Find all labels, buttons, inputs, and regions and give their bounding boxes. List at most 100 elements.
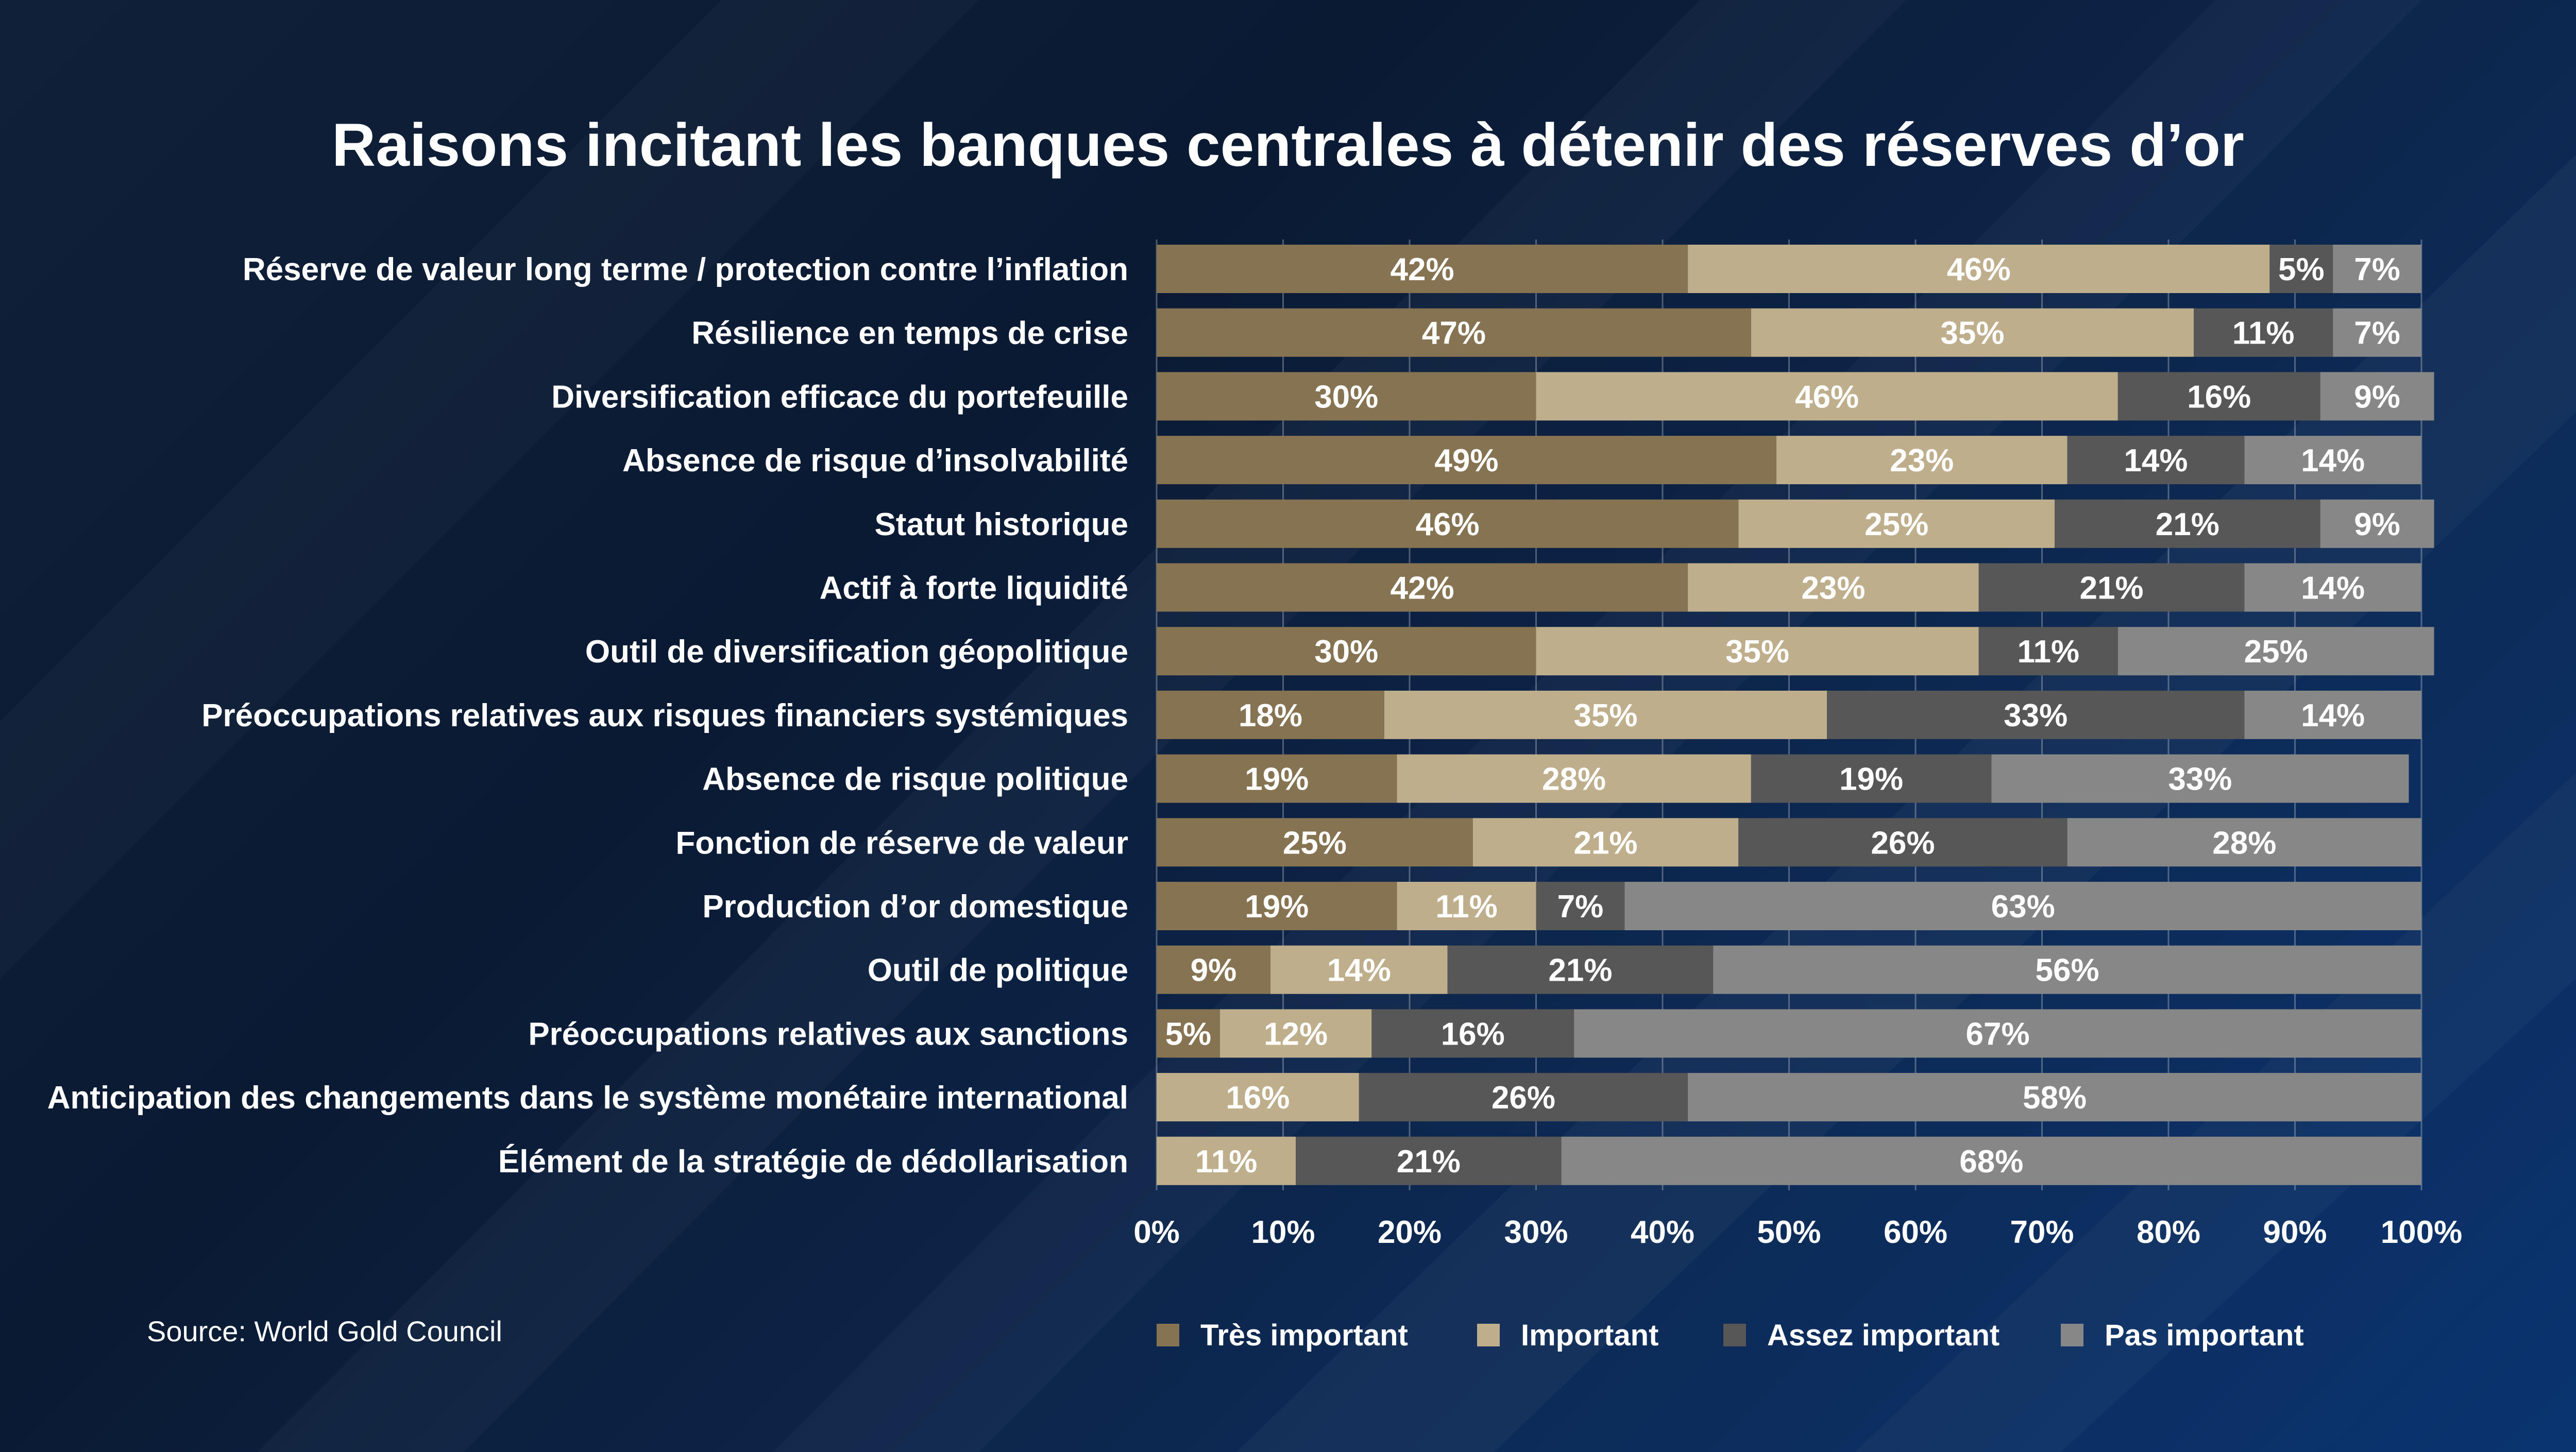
category-label: Préoccupations relatives aux risques fin… [201,698,1128,733]
data-label: 56% [2036,953,2099,988]
bar-segment [1472,818,1739,867]
legend-label: Important [1521,1319,1658,1352]
category-label: Outil de politique [868,953,1128,988]
data-label: 21% [2079,571,2143,606]
data-label: 49% [1434,443,1498,479]
data-label: 11% [1435,889,1498,925]
data-label: 14% [1327,953,1391,988]
bar-segment [1384,690,1827,739]
legend-swatch [1157,1324,1179,1346]
data-label: 21% [1573,825,1637,861]
data-label: 46% [1795,379,1859,415]
bar-segment [2055,499,2320,548]
data-label: 14% [2301,443,2365,479]
legend-item: Pas important [2061,1319,2304,1352]
data-label: 63% [1991,889,2055,925]
legend-item: Très important [1157,1319,1408,1352]
tick-label: 60% [1884,1215,1947,1250]
data-label: 16% [2187,379,2251,415]
bar-segment [1157,1073,1359,1122]
data-label: 5% [1165,1016,1212,1052]
bar-segment [1978,563,2245,612]
bar-segment [1157,499,1739,548]
bar-segment [2117,372,2320,421]
category-label: Réserve de valeur long terme / protectio… [243,252,1128,287]
bar-segment [1157,818,1473,867]
data-label: 21% [1548,953,1612,988]
bar-segment [1827,690,2245,739]
data-label: 42% [1391,571,1454,606]
bar-segment [1397,754,1751,803]
category-label: Élément de la stratégie de dédollarisati… [498,1144,1128,1180]
bar-segment [2333,245,2421,293]
bar-segment [1157,1009,1220,1058]
bar-row: 11% 21% 68% [1157,1136,2421,1185]
data-label: 47% [1422,316,1486,351]
bar-segment [2194,308,2333,357]
data-label: 14% [2124,443,2188,479]
legend-label: Très important [1200,1319,1408,1352]
data-label: 7% [2354,252,2400,287]
data-label: 68% [1959,1144,2023,1180]
bar-segment [1371,1009,1574,1058]
bar-segment [1157,754,1397,803]
bar-segment [1751,308,2194,357]
bar-segment [1157,690,1384,739]
bar-row: 47% 35% 11% 7% [1157,308,2421,357]
chart-title: Raisons incitant les banques centrales à… [332,111,2244,179]
tick-label: 0% [1133,1215,1180,1250]
tick-label: 50% [1757,1215,1821,1250]
data-label: 35% [1725,634,1789,670]
data-label: 30% [1314,634,1378,670]
tick-label: 40% [1631,1215,1694,1250]
data-label: 7% [1557,889,1604,925]
category-label: Actif à forte liquidité [820,571,1128,606]
source-note: Source: World Gold Council [147,1315,502,1347]
legend-swatch [1477,1324,1500,1346]
bar-segment [1574,1009,2421,1058]
bar-row: 30% 35% 11% 25% [1157,627,2434,676]
tick-label: 100% [2381,1215,2463,1250]
legend-label: Pas important [2105,1319,2304,1352]
bar-segment [1157,245,1688,293]
bar-segment [2333,308,2421,357]
x-axis-ticks: 0% 10% 20% 30% 40% 50% 60% 70% 80% 90% 100% [1133,1215,2462,1250]
bar-row: 25% 21% 26% 28% [1157,818,2421,867]
data-label: 46% [1416,507,1480,542]
data-label: 11% [2017,634,2079,670]
tick-label: 30% [1504,1215,1568,1250]
bar-segment [1157,308,1751,357]
tick-label: 10% [1251,1215,1315,1250]
data-label: 30% [1314,379,1378,415]
bar-segment [1536,627,1979,676]
data-label: 28% [2212,825,2276,861]
bar-segment [1296,1136,1562,1185]
category-label: Résilience en temps de crise [691,316,1128,351]
data-label: 35% [1573,698,1637,733]
data-label: 23% [1801,571,1865,606]
bar-segment [2244,436,2421,485]
bar-segment [1157,1136,1296,1185]
bar-segment [1561,1136,2421,1185]
bars: 42% 46% 5% 7% 47% 35% 11% 7% 30% 46% 16% 9% 49% 23% 14… [1157,245,2434,1185]
bar-segment [1688,245,2270,293]
bar-segment [2244,690,2421,739]
bar-segment [1157,436,1776,485]
category-label: Fonction de réserve de valeur [675,825,1128,861]
data-label: 14% [2301,571,2365,606]
data-label: 16% [1226,1080,1290,1116]
tick-label: 90% [2263,1215,2327,1250]
data-label: 46% [1947,252,2011,287]
data-label: 33% [2168,762,2232,797]
category-labels: Réserve de valeur long terme / protectio… [47,252,1128,1180]
category-label: Production d’or domestique [702,889,1128,925]
bar-row: 16% 26% 58% [1157,1073,2421,1122]
bar-row: 49% 23% 14% 14% [1157,436,2421,485]
data-label: 18% [1239,698,1302,733]
bar-row: 42% 23% 21% 14% [1157,563,2421,612]
category-label: Absence de risque politique [702,762,1128,797]
legend-label: Assez important [1767,1319,1999,1352]
bar-segment [1713,945,2421,994]
bar-segment [2269,245,2333,293]
bar-segment [1978,627,2118,676]
